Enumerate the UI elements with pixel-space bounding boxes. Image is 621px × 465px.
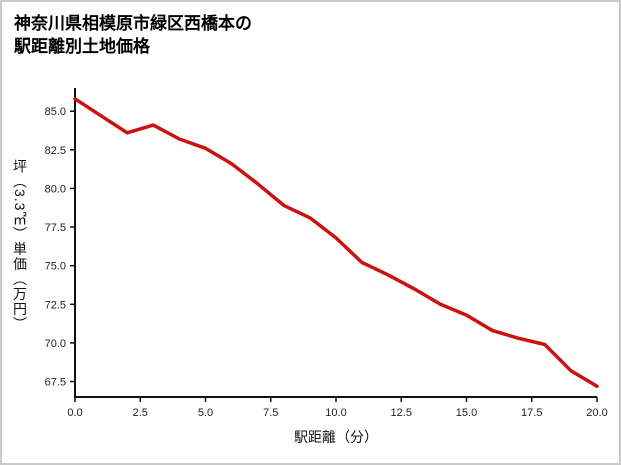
x-tick-label: 12.5 (391, 407, 412, 419)
y-tick-label: 72.5 (45, 299, 66, 311)
x-tick-label: 5.0 (198, 407, 213, 419)
price-line-series (73, 97, 599, 388)
y-tick-label: 67.5 (45, 377, 66, 389)
y-tick-label: 80.0 (45, 183, 66, 195)
x-tick-label: 0.0 (67, 407, 82, 419)
x-tick-label: 2.5 (133, 407, 148, 419)
y-tick-label: 85.0 (45, 106, 66, 118)
y-tick-label: 75.0 (45, 261, 66, 273)
y-axis-label: 坪（3.3㎡）単価（万円） (12, 158, 28, 332)
x-tick-label: 15.0 (456, 407, 477, 419)
y-tick-label: 77.5 (45, 222, 66, 234)
y-tick-label: 82.5 (45, 145, 66, 157)
chart-title-line1: 神奈川県相模原市緑区西橋本の (14, 14, 252, 33)
chart-title: 神奈川県相模原市緑区西橋本の 駅距離別土地価格 (2, 2, 619, 59)
x-tick-label: 7.5 (263, 407, 278, 419)
x-axis-label: 駅距離（分） (294, 429, 378, 445)
chart-canvas: 0.0 2.5 5.0 7.5 10.0 12.5 15.0 17.5 20.0 67.5 70.0… (45, 88, 608, 445)
x-tick-label: 20.0 (586, 407, 607, 419)
chart-title-line2: 駅距離別土地価格 (14, 36, 150, 56)
line-chart: 0.0 2.5 5.0 7.5 10.0 12.5 15.0 17.5 20.0 67.5 70.0… (2, 70, 619, 462)
x-tick-label: 10.0 (325, 407, 346, 419)
x-tick-label: 17.5 (521, 407, 542, 419)
y-tick-label: 70.0 (45, 338, 66, 350)
